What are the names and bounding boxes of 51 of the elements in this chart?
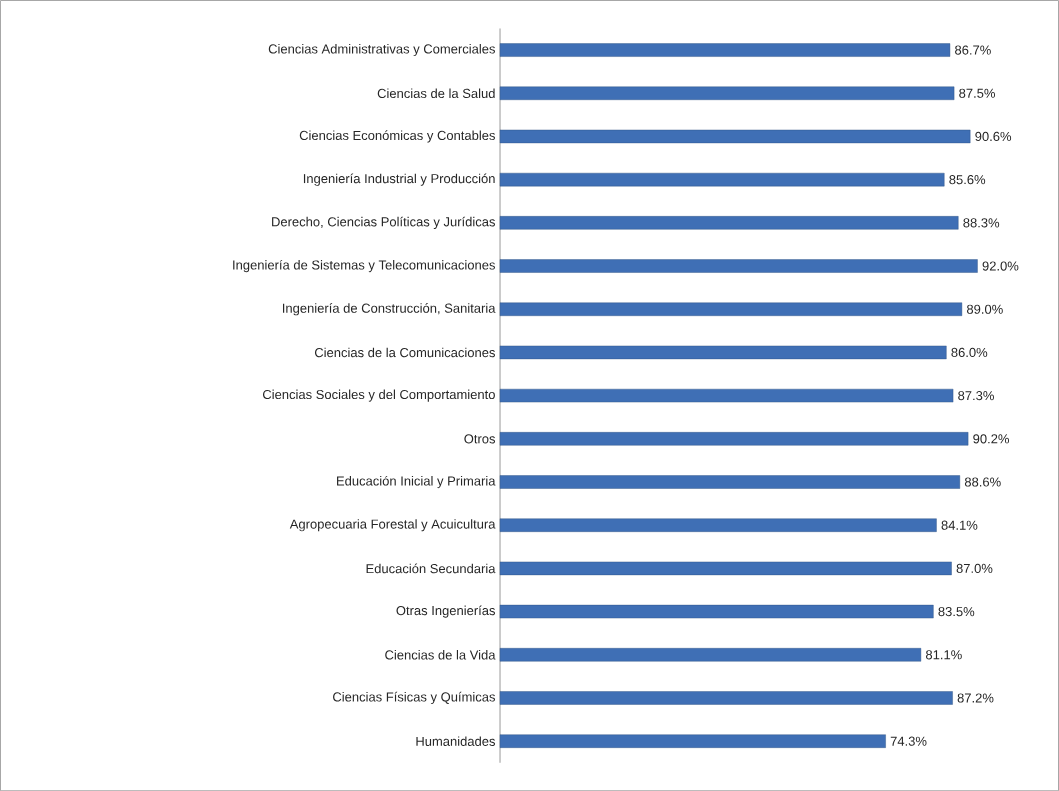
bar: [499, 216, 959, 230]
data-label: 81.1%: [925, 650, 962, 660]
data-label: 87.0%: [956, 563, 993, 573]
bar: [499, 259, 978, 273]
bar: [499, 345, 947, 359]
data-label: 74.3%: [890, 736, 927, 746]
data-label: 92.0%: [982, 261, 1019, 271]
data-label: 87.5%: [959, 88, 996, 98]
y-tick-label: Ciencias Económicas y Contables: [299, 130, 495, 143]
bar: [499, 43, 951, 57]
bar: [499, 432, 969, 446]
data-label: 83.5%: [938, 606, 975, 617]
y-tick-label: Ciencias de la Vida: [385, 649, 496, 660]
bar: [499, 388, 954, 403]
bar: [499, 129, 971, 144]
y-tick-label: Ciencias Físicas y Químicas: [333, 691, 496, 704]
data-label: 90.2%: [973, 434, 1010, 444]
bar: [499, 172, 945, 187]
y-tick-label: Ciencias de la Salud: [377, 88, 495, 98]
y-tick-label: Ingeniería de Construcción, Sanitaria: [283, 302, 496, 316]
data-label: 86.7%: [955, 45, 991, 55]
y-tick-label: Ciencias de la Comunicaciones: [314, 347, 495, 358]
data-label: 84.1%: [941, 520, 978, 530]
data-label: 86.0%: [951, 347, 988, 357]
y-tick-label: Educación Secundaria: [366, 563, 496, 574]
y-tick-label: Ciencias Administrativas y Comerciales: [268, 43, 495, 56]
bar: [499, 647, 922, 662]
y-tick-label: Derecho, Ciencias Políticas y Jurídicas: [272, 216, 495, 229]
bar: [499, 604, 934, 619]
y-tick-label: Ciencias Sociales y del Comportamiento: [262, 389, 495, 402]
y-tick-label: Otros: [464, 434, 496, 444]
data-label: 89.0%: [966, 304, 1003, 314]
y-tick-label: Otras Ingenierías: [396, 605, 496, 618]
bar: [499, 691, 953, 705]
y-tick-label: Agropecuaria Forestal y Acuicultura: [289, 519, 496, 532]
data-label: 88.3%: [963, 218, 1000, 228]
data-label: 90.6%: [975, 131, 1012, 141]
bar: [499, 518, 937, 532]
bar: [499, 734, 886, 748]
bar: [499, 302, 963, 316]
data-label: 88.6%: [964, 477, 1001, 487]
data-label: 85.6%: [949, 174, 986, 185]
bar: [499, 561, 952, 575]
y-tick-label: Educación Inicial y Primaria: [337, 475, 496, 489]
data-label: 87.2%: [957, 693, 994, 703]
bar: [499, 86, 955, 100]
data-label: 87.3%: [958, 390, 994, 401]
y-tick-label: Humanidades: [416, 736, 496, 746]
bar: [499, 475, 961, 489]
y-tick-label: Ingeniería de Sistemas y Telecomunicaciones: [233, 259, 495, 273]
y-tick-label: Ingeniería Industrial y Producción: [303, 173, 495, 186]
